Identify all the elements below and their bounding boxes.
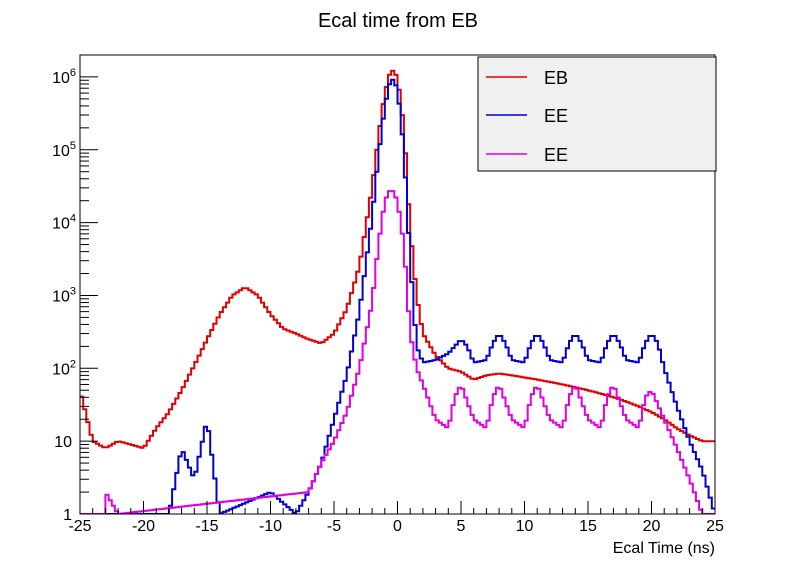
y-axis: 1 10 102 103 104 105 106 [52, 54, 98, 524]
x-tick-label: 15 [579, 518, 597, 535]
x-tick-label: 20 [643, 518, 661, 535]
series-line-3 [80, 190, 715, 514]
y-tick-label: 106 [52, 67, 76, 87]
legend-label: EB [544, 68, 568, 88]
y-tick-label: 10 [54, 434, 72, 451]
y-tick-label: 105 [52, 140, 76, 160]
chart-title: Ecal time from EB [318, 10, 478, 32]
series-line-1 [80, 69, 715, 449]
y-tick-label: 1 [63, 507, 72, 524]
y-tick-label: 102 [52, 358, 76, 378]
legend-label: EE [544, 145, 568, 165]
x-axis: -25 -20 -15 -10 -5 0 5 10 15 20 25 [68, 501, 724, 535]
x-tick-label: -5 [327, 518, 341, 535]
legend: EB EE EE [477, 56, 717, 172]
x-tick-label: 25 [706, 518, 724, 535]
x-tick-label: 5 [457, 518, 466, 535]
x-tick-label: -25 [68, 518, 91, 535]
x-tick-label: 0 [393, 518, 402, 535]
x-tick-label: -20 [132, 518, 155, 535]
y-tick-label: 103 [52, 285, 76, 305]
x-tick-label: -15 [195, 518, 218, 535]
legend-box [477, 56, 717, 172]
y-tick-label: 104 [52, 213, 76, 233]
x-tick-label: -10 [259, 518, 282, 535]
x-axis-title: Ecal Time (ns) [613, 540, 715, 557]
x-tick-label: 10 [516, 518, 534, 535]
legend-label: EE [544, 106, 568, 126]
